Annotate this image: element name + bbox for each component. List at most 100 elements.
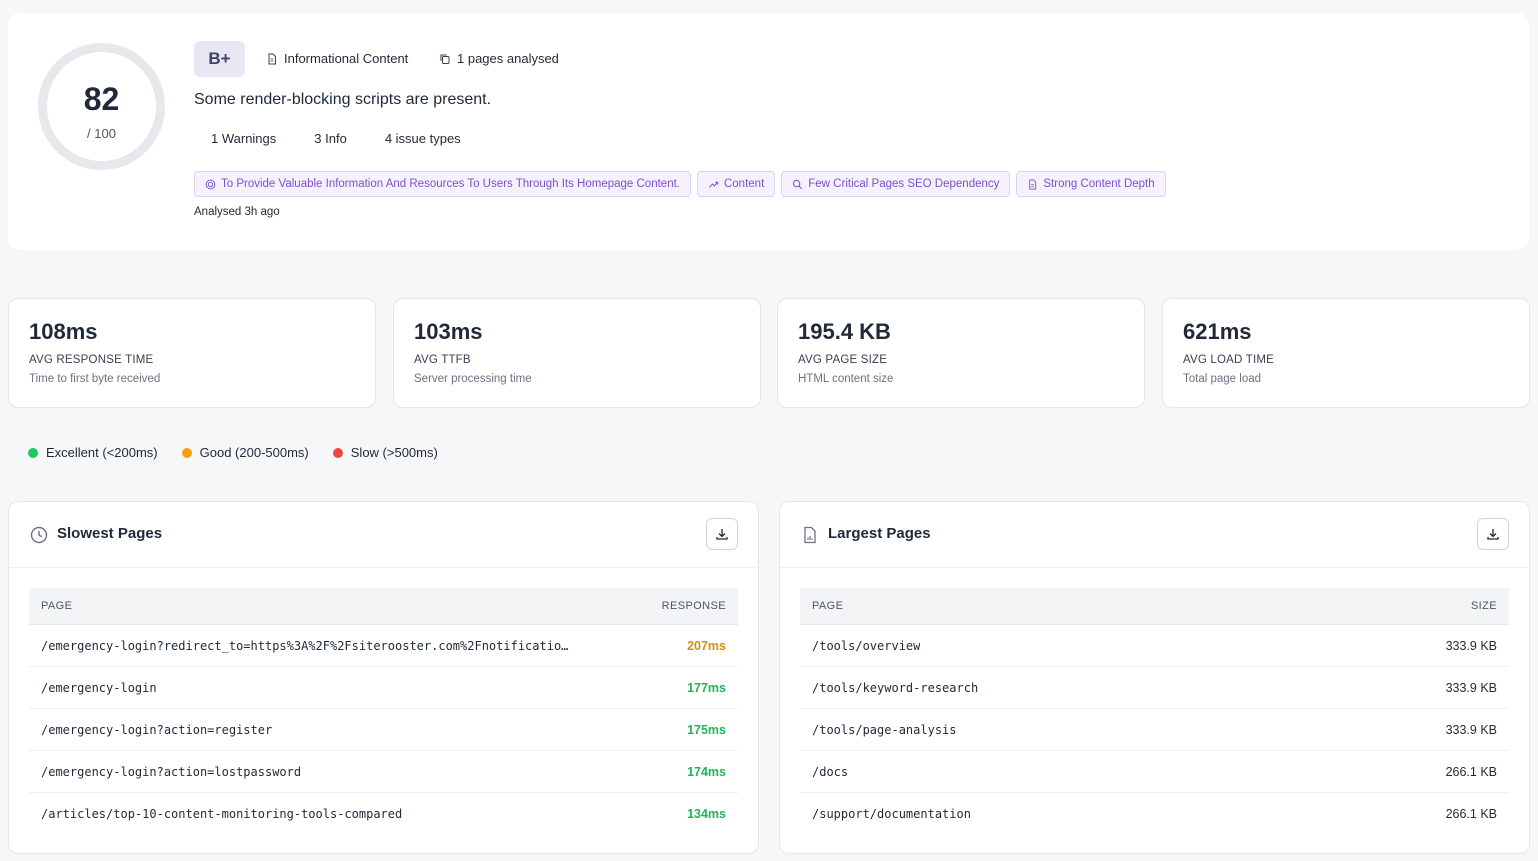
page-path[interactable]: /emergency-login?action=lostpassword — [41, 764, 302, 779]
table-row[interactable]: /emergency-login?action=register 175ms — [29, 709, 738, 751]
stat-value: 108ms — [29, 319, 98, 344]
pages-analysed-label: 1 pages analysed — [457, 51, 559, 66]
stat-label: AVG TTFB — [414, 354, 471, 366]
download-button[interactable] — [706, 518, 738, 550]
response-time: 134ms — [687, 807, 726, 821]
legend-dot — [181, 447, 192, 458]
panel-header: Largest Pages — [780, 502, 1529, 568]
stat-label: AVG RESPONSE TIME — [29, 354, 154, 366]
table-header: PAGE RESPONSE — [29, 588, 738, 625]
table-row[interactable]: /emergency-login?action=lostpassword 174… — [29, 751, 738, 793]
tag-label: Few Critical Pages SEO Dependency — [808, 178, 1000, 190]
table-row[interactable]: /tools/page-analysis 333.9 KB — [800, 709, 1509, 751]
legend-dot — [332, 447, 343, 458]
tag-depth: Strong Content Depth — [1016, 171, 1166, 197]
panel-header: Slowest Pages — [9, 502, 758, 568]
speed-legend: Excellent (<200ms) Good (200-500ms) Slow… — [28, 445, 438, 460]
score-max: / 100 — [87, 126, 116, 141]
page-path[interactable]: /emergency-login?action=register — [41, 722, 273, 737]
table-row[interactable]: /support/documentation 266.1 KB — [800, 793, 1509, 835]
page-path[interactable]: /tools/keyword-research — [812, 680, 979, 695]
file-chart-icon — [804, 526, 816, 544]
page-size: 333.9 KB — [1445, 680, 1497, 695]
stat-desc: Time to first byte received — [29, 373, 161, 385]
largest-pages-panel: Largest Pages PAGE SIZE /tools/overview … — [779, 501, 1530, 854]
trend-up-icon — [709, 181, 719, 188]
content-type: Informational Content — [266, 51, 408, 66]
page-size: 333.9 KB — [1445, 638, 1497, 653]
page-size: 266.1 KB — [1445, 807, 1497, 821]
tag-content: Content — [696, 171, 776, 197]
page-path[interactable]: /emergency-login?redirect_to=https%3A%2F… — [41, 638, 571, 653]
issue-types-count[interactable]: 4 issue types — [384, 131, 461, 146]
slowest-pages-panel: Slowest Pages PAGE RESPONSE /emergency-l… — [8, 501, 759, 854]
clock-icon — [30, 526, 48, 544]
page-size: 266.1 KB — [1445, 764, 1497, 779]
legend-slow: Slow (>500ms) — [332, 445, 438, 460]
page-path[interactable]: /articles/top-10-content-monitoring-tool… — [41, 807, 403, 821]
panel-title: Slowest Pages — [57, 525, 163, 542]
page-path[interactable]: /support/documentation — [812, 807, 971, 821]
table-row[interactable]: /docs 266.1 KB — [800, 751, 1509, 793]
pages-analysed: 1 pages analysed — [439, 51, 559, 66]
stat-desc: HTML content size — [798, 373, 894, 385]
info-count[interactable]: 3 Info — [314, 131, 347, 146]
stat-value: 103ms — [414, 319, 483, 344]
slowest-table: PAGE RESPONSE /emergency-login?redirect_… — [29, 588, 738, 835]
summary-card: 82 / 100 B+ Informational Content 1 page… — [8, 13, 1529, 250]
document-icon — [268, 53, 276, 64]
largest-table: PAGE SIZE /tools/overview 333.9 KB /tool… — [800, 588, 1509, 835]
score-value: 82 — [83, 81, 120, 117]
legend-excellent: Excellent (<200ms) — [28, 445, 158, 460]
legend-dot — [28, 447, 38, 458]
download-button[interactable] — [1477, 518, 1509, 550]
panel-title: Largest Pages — [828, 525, 931, 542]
stat-desc: Server processing time — [414, 373, 532, 385]
issue-counts: 1 Warnings 3 Info 4 issue types — [211, 131, 461, 146]
download-icon — [716, 529, 728, 540]
page-path[interactable]: /tools/page-analysis — [812, 722, 957, 737]
column-response: RESPONSE — [661, 600, 726, 612]
table-row[interactable]: /tools/keyword-research 333.9 KB — [800, 667, 1509, 709]
stat-label: AVG PAGE SIZE — [798, 354, 888, 366]
stat-value: 195.4 KB — [798, 319, 891, 344]
stat-card-ttfb: 103ms AVG TTFB Server processing time — [393, 298, 761, 408]
stat-card-load: 621ms AVG LOAD TIME Total page load — [1162, 298, 1530, 408]
tag-list: To Provide Valuable Information And Reso… — [194, 171, 1166, 197]
column-size: SIZE — [1470, 600, 1497, 612]
stat-card-response: 108ms AVG RESPONSE TIME Time to first by… — [8, 298, 376, 408]
legend-good: Good (200-500ms) — [181, 445, 309, 460]
page-size: 333.9 KB — [1445, 722, 1497, 737]
response-time: 207ms — [687, 638, 726, 653]
response-time: 177ms — [687, 680, 726, 695]
stat-value: 621ms — [1183, 319, 1252, 344]
column-page: PAGE — [41, 600, 73, 612]
table-row[interactable]: /emergency-login?redirect_to=https%3A%2F… — [29, 625, 738, 667]
stat-card-size: 195.4 KB AVG PAGE SIZE HTML content size — [777, 298, 1145, 408]
response-time: 174ms — [687, 764, 726, 779]
table-row[interactable]: /emergency-login 177ms — [29, 667, 738, 709]
search-icon — [793, 179, 803, 189]
table-header: PAGE SIZE — [800, 588, 1509, 625]
grade-badge: B+ — [194, 41, 245, 77]
tag-label: To Provide Valuable Information And Reso… — [221, 178, 680, 190]
content-type-label: Informational Content — [284, 51, 409, 66]
tag-label: Content — [723, 178, 765, 190]
response-time: 175ms — [687, 722, 726, 737]
analysed-time: Analysed 3h ago — [194, 206, 280, 218]
copy-icon — [440, 54, 450, 64]
table-row[interactable]: /articles/top-10-content-monitoring-tool… — [29, 793, 738, 835]
target-icon — [205, 179, 216, 189]
tag-label: Strong Content Depth — [1043, 178, 1155, 190]
tag-goal: To Provide Valuable Information And Reso… — [194, 171, 691, 197]
table-row[interactable]: /tools/overview 333.9 KB — [800, 625, 1509, 667]
page-path[interactable]: /docs — [812, 764, 849, 779]
legend-label: Good (200-500ms) — [199, 445, 309, 460]
column-page: PAGE — [812, 600, 844, 612]
legend-label: Excellent (<200ms) — [46, 445, 158, 460]
legend-label: Slow (>500ms) — [350, 445, 438, 460]
page-path[interactable]: /emergency-login — [41, 680, 157, 695]
warnings-count[interactable]: 1 Warnings — [211, 131, 277, 146]
stat-desc: Total page load — [1183, 373, 1262, 385]
page-path[interactable]: /tools/overview — [812, 638, 921, 653]
